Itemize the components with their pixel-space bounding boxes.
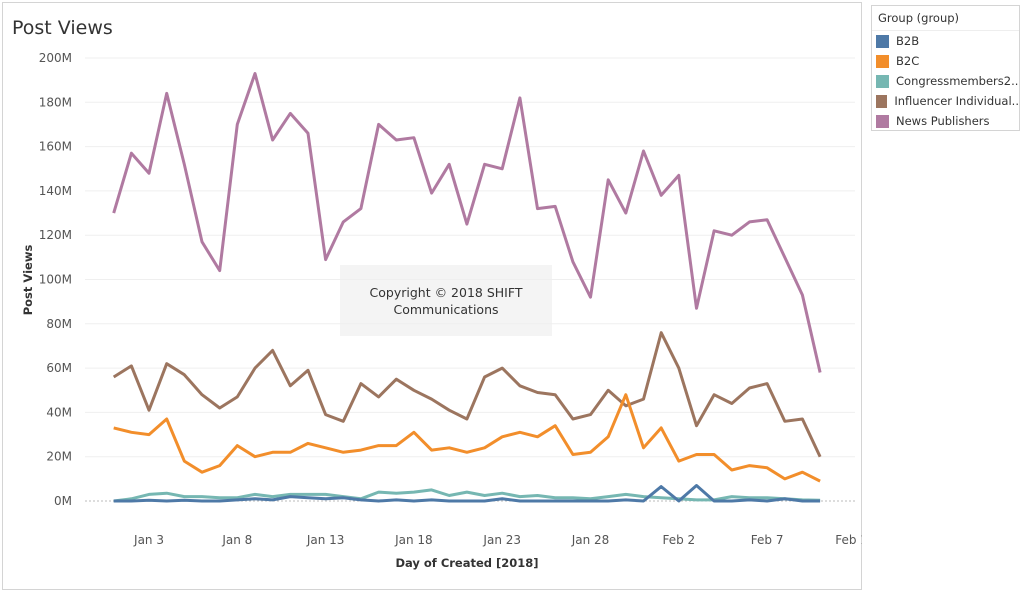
legend-swatch	[876, 34, 889, 48]
series-line-b2b	[113, 484, 821, 503]
x-axis-title: Day of Created [2018]	[395, 556, 538, 570]
series-line-news-publishers	[112, 72, 822, 373]
legend-label: Congressmembers2..	[896, 74, 1019, 88]
legend-swatch	[876, 74, 889, 88]
line-chart: 0M 20M 40M 60M 80M 100M 120M 140M 160M 180M 200M Ja…	[21, 51, 862, 570]
y-tick-label: 200M	[39, 51, 72, 65]
legend-item[interactable]: B2C	[872, 51, 1019, 71]
y-tick-label: 120M	[39, 228, 72, 242]
y-tick-label: 140M	[39, 184, 72, 198]
x-tick-label: Jan 23	[482, 533, 521, 547]
legend-title: Group (group)	[872, 6, 1019, 31]
series-line-congressmembers2-	[113, 488, 821, 503]
legend-item[interactable]: News Publishers	[872, 111, 1019, 131]
x-tick-label: Jan 18	[394, 533, 433, 547]
y-axis-title: Post Views	[21, 245, 35, 316]
y-tick-label: 160M	[39, 140, 72, 154]
x-tick-label: Feb 2	[662, 533, 695, 547]
y-tick-label: 80M	[46, 317, 72, 331]
chart-title: Post Views	[12, 17, 113, 39]
y-tick-label: 20M	[46, 450, 72, 464]
legend-swatch	[876, 54, 889, 68]
y-tick-label: 180M	[39, 95, 72, 109]
series-line-b2c	[113, 393, 821, 483]
y-tick-label: 40M	[46, 405, 72, 419]
x-tick-label: Feb 12	[835, 533, 862, 547]
legend: Group (group) B2B B2C Congressmembers2.. In…	[871, 5, 1020, 131]
legend-swatch	[876, 114, 889, 128]
legend-label: News Publishers	[896, 114, 990, 128]
legend-label: Influencer Individual..	[894, 94, 1019, 108]
legend-label: B2C	[896, 54, 920, 68]
series-line-influencer-individual-	[112, 331, 822, 458]
y-tick-label: 0M	[54, 494, 72, 508]
watermark-line1: Copyright © 2018 SHIFT	[369, 284, 523, 300]
copyright-watermark: Copyright © 2018 SHIFT Communications	[340, 265, 552, 336]
x-tick-label: Jan 28	[571, 533, 610, 547]
x-tick-label: Jan 3	[133, 533, 164, 547]
legend-swatch	[876, 94, 888, 108]
legend-item[interactable]: Influencer Individual..	[872, 91, 1019, 111]
watermark-line2: Communications	[393, 301, 499, 317]
x-tick-label: Jan 8	[221, 533, 252, 547]
legend-item[interactable]: B2B	[872, 31, 1019, 51]
y-tick-label: 100M	[39, 273, 72, 287]
legend-label: B2B	[896, 34, 920, 48]
x-tick-label: Jan 13	[306, 533, 345, 547]
x-tick-label: Feb 7	[751, 533, 784, 547]
legend-item[interactable]: Congressmembers2..	[872, 71, 1019, 91]
y-tick-label: 60M	[46, 361, 72, 375]
